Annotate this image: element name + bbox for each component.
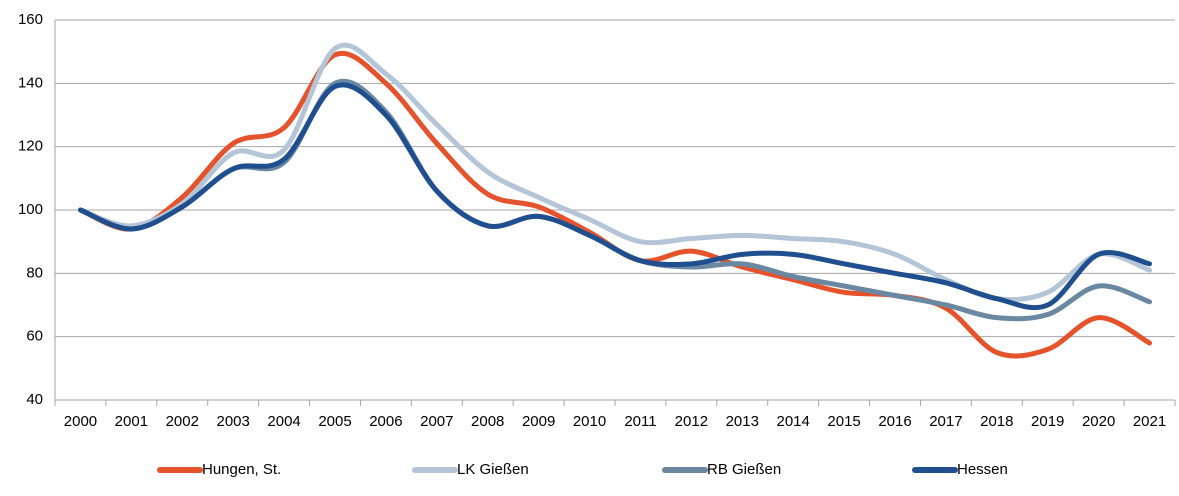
x-tick-label: 2011 [624, 413, 656, 430]
x-tick-label: 2001 [115, 413, 148, 430]
y-tick-label: 60 [26, 328, 43, 345]
y-tick-label: 140 [18, 74, 43, 91]
x-tick-label: 2009 [522, 413, 555, 430]
y-tick-label: 120 [18, 138, 43, 155]
x-tick-label: 2021 [1133, 413, 1166, 430]
legend-label: RB Gießen [707, 461, 781, 478]
x-tick-label: 2012 [675, 413, 708, 430]
series-line [77, 78, 1153, 322]
series-line [77, 50, 1153, 359]
y-tick-label: 100 [18, 201, 43, 218]
legend-label: Hessen [957, 461, 1008, 478]
x-tick-label: 2015 [827, 413, 860, 430]
x-tick-label: 2016 [878, 413, 911, 430]
x-tick-label: 2002 [166, 413, 199, 430]
x-tick-label: 2010 [573, 413, 606, 430]
x-tick-label: 2006 [369, 413, 402, 430]
x-tick-label: 2019 [1031, 413, 1064, 430]
y-tick-label: 80 [26, 264, 43, 281]
x-tick-label: 2020 [1082, 413, 1115, 430]
x-tick-label: 2013 [726, 413, 759, 430]
x-tick-label: 2014 [776, 413, 809, 430]
x-tick-label: 2008 [471, 413, 504, 430]
x-tick-label: 2000 [64, 413, 97, 430]
x-tick-label: 2004 [267, 413, 300, 430]
x-tick-label: 2003 [216, 413, 249, 430]
legend-label: Hungen, St. [202, 461, 281, 478]
series-line [77, 82, 1153, 311]
x-tick-label: 2005 [318, 413, 351, 430]
x-tick-label: 2018 [980, 413, 1013, 430]
x-tick-label: 2017 [929, 413, 962, 430]
y-tick-label: 160 [18, 11, 43, 28]
legend-label: LK Gießen [457, 461, 529, 478]
x-tick-label: 2007 [420, 413, 453, 430]
y-tick-label: 40 [26, 391, 43, 408]
